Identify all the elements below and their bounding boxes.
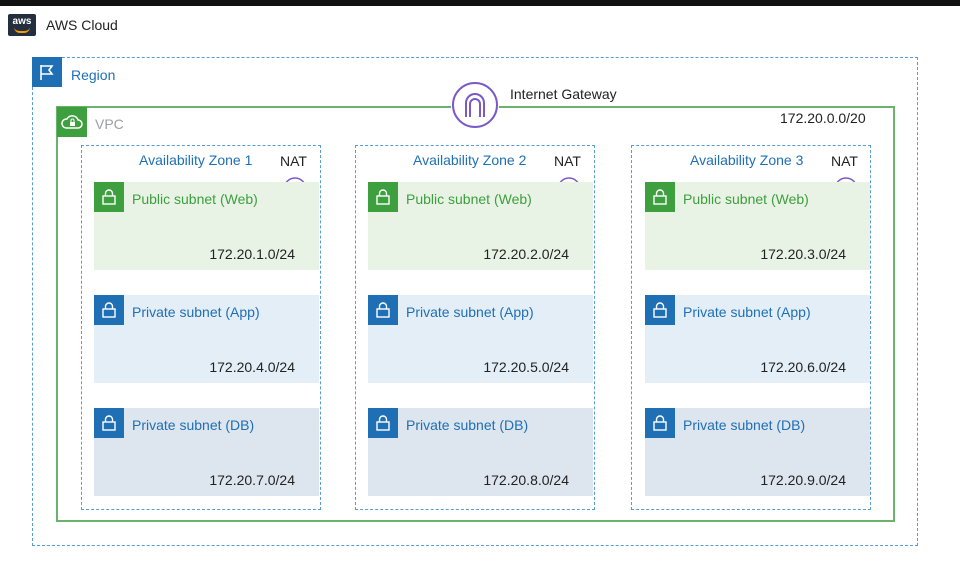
flag-icon xyxy=(32,57,62,87)
nat-label-2: NAT xyxy=(554,153,581,169)
subnet-cidr: 172.20.5.0/24 xyxy=(483,359,569,375)
nat-label-1: NAT xyxy=(280,153,307,169)
aws-logo-icon: aws xyxy=(8,14,36,36)
lock-icon xyxy=(645,182,675,212)
lock-icon xyxy=(94,182,124,212)
subnet-name: Private subnet (App) xyxy=(683,304,811,320)
subnet-name: Private subnet (DB) xyxy=(406,417,529,433)
private-subnet-app-1: Private subnet (App) 172.20.4.0/24 xyxy=(94,295,319,383)
private-subnet-db-2: Private subnet (DB) 172.20.8.0/24 xyxy=(368,408,593,496)
lock-icon xyxy=(94,295,124,325)
aws-cloud-title: AWS Cloud xyxy=(46,17,118,33)
internet-gateway-icon xyxy=(451,81,499,129)
subnet-cidr: 172.20.8.0/24 xyxy=(483,472,569,488)
region-label: Region xyxy=(71,67,116,83)
subnet-cidr: 172.20.1.0/24 xyxy=(209,246,295,262)
subnet-name: Private subnet (App) xyxy=(406,304,534,320)
availability-zone-3 xyxy=(631,145,871,510)
nat-label-3: NAT xyxy=(831,153,858,169)
subnet-name: Private subnet (DB) xyxy=(132,417,255,433)
subnet-name: Public subnet (Web) xyxy=(132,191,258,207)
subnet-cidr: 172.20.6.0/24 xyxy=(760,359,846,375)
lock-icon xyxy=(368,182,398,212)
subnet-cidr: 172.20.4.0/24 xyxy=(209,359,295,375)
subnet-name: Private subnet (DB) xyxy=(683,417,806,433)
private-subnet-app-2: Private subnet (App) 172.20.5.0/24 xyxy=(368,295,593,383)
lock-icon xyxy=(368,408,398,438)
subnet-cidr: 172.20.7.0/24 xyxy=(209,472,295,488)
subnet-cidr: 172.20.3.0/24 xyxy=(760,246,846,262)
public-subnet-web-2: Public subnet (Web) 172.20.2.0/24 xyxy=(368,182,593,270)
subnet-name: Public subnet (Web) xyxy=(406,191,532,207)
cloud-lock-icon xyxy=(57,107,87,137)
availability-zone-1-label: Availability Zone 1 xyxy=(139,152,253,168)
public-subnet-web-3: Public subnet (Web) 172.20.3.0/24 xyxy=(645,182,870,270)
availability-zone-1 xyxy=(81,145,321,510)
aws-cloud-header: aws AWS Cloud xyxy=(8,12,118,38)
internet-gateway-label: Internet Gateway xyxy=(510,86,617,102)
private-subnet-db-3: Private subnet (DB) 172.20.9.0/24 xyxy=(645,408,870,496)
region-boundary xyxy=(32,57,918,546)
private-subnet-db-1: Private subnet (DB) 172.20.7.0/24 xyxy=(94,408,319,496)
subnet-cidr: 172.20.2.0/24 xyxy=(483,246,569,262)
availability-zone-2 xyxy=(355,145,595,510)
public-subnet-web-1: Public subnet (Web) 172.20.1.0/24 xyxy=(94,182,319,270)
subnet-name: Private subnet (App) xyxy=(132,304,260,320)
lock-icon xyxy=(645,295,675,325)
vpc-cidr: 172.20.0.0/20 xyxy=(780,110,866,126)
top-bar xyxy=(0,0,960,6)
private-subnet-app-3: Private subnet (App) 172.20.6.0/24 xyxy=(645,295,870,383)
lock-icon xyxy=(94,408,124,438)
subnet-name: Public subnet (Web) xyxy=(683,191,809,207)
subnet-cidr: 172.20.9.0/24 xyxy=(760,472,846,488)
availability-zone-2-label: Availability Zone 2 xyxy=(413,152,527,168)
availability-zone-3-label: Availability Zone 3 xyxy=(690,152,804,168)
vpc-label: VPC xyxy=(95,116,124,132)
lock-icon xyxy=(368,295,398,325)
lock-icon xyxy=(645,408,675,438)
aws-logo-text: aws xyxy=(12,16,32,27)
